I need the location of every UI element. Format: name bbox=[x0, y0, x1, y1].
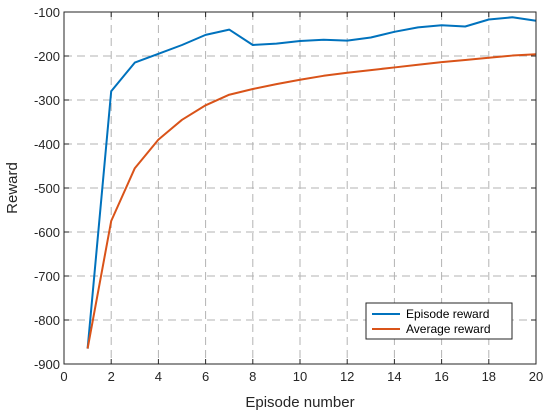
x-tick-label: 12 bbox=[340, 369, 354, 384]
y-tick-label: -700 bbox=[34, 269, 60, 284]
x-tick-label: 10 bbox=[293, 369, 307, 384]
y-tick-label: -500 bbox=[34, 181, 60, 196]
y-tick-label: -600 bbox=[34, 225, 60, 240]
series-line-average-reward bbox=[86, 53, 537, 349]
x-axis-label: Episode number bbox=[245, 394, 354, 411]
series-line-episode-reward bbox=[86, 16, 537, 349]
series-lines bbox=[86, 16, 537, 349]
y-tick-label: -300 bbox=[34, 93, 60, 108]
x-tick-label: 6 bbox=[202, 369, 209, 384]
y-tick-label: -100 bbox=[34, 5, 60, 20]
y-tick-label: -200 bbox=[34, 49, 60, 64]
y-tick-label: -400 bbox=[34, 137, 60, 152]
x-tick-label: 2 bbox=[108, 369, 115, 384]
x-tick-label: 20 bbox=[529, 369, 543, 384]
axis-ticks: 0 2 4 6 8 10 12 14 16 18 20 -900 -800 -700 -600 -500 -40… bbox=[34, 5, 543, 384]
x-tick-label: 8 bbox=[249, 369, 256, 384]
legend-box bbox=[365, 302, 513, 340]
x-tick-label: 4 bbox=[155, 369, 162, 384]
x-tick-label: 18 bbox=[482, 369, 496, 384]
legend-label: Episode reward bbox=[406, 307, 489, 321]
x-tick-label: 14 bbox=[387, 369, 401, 384]
y-tick-label: -900 bbox=[34, 357, 60, 372]
y-tick-label: -800 bbox=[34, 313, 60, 328]
legend-label: Average reward bbox=[406, 322, 491, 336]
x-tick-label: 16 bbox=[434, 369, 448, 384]
y-axis-label: Reward bbox=[4, 162, 21, 214]
x-tick-label: 0 bbox=[60, 369, 67, 384]
